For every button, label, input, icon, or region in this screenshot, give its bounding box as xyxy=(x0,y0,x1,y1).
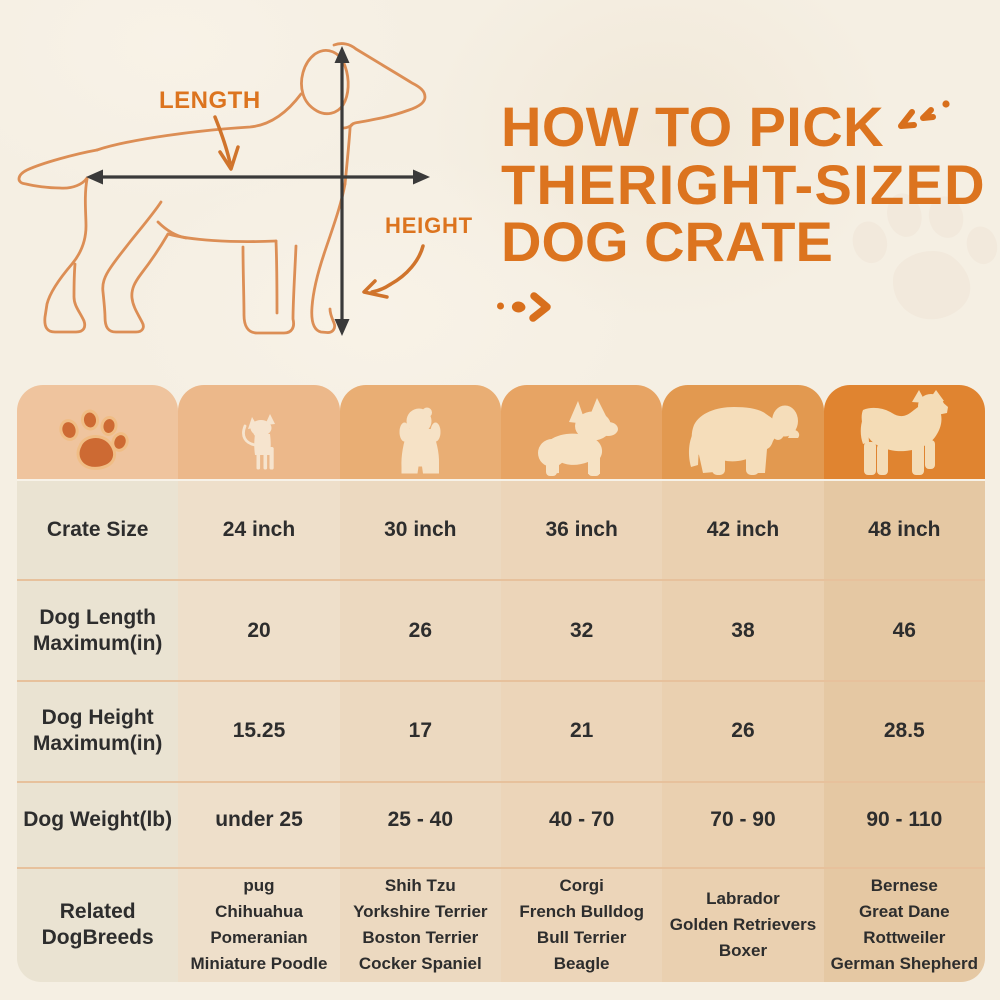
svg-text:HEIGHT: HEIGHT xyxy=(385,213,473,238)
svg-text:LENGTH: LENGTH xyxy=(159,87,261,114)
